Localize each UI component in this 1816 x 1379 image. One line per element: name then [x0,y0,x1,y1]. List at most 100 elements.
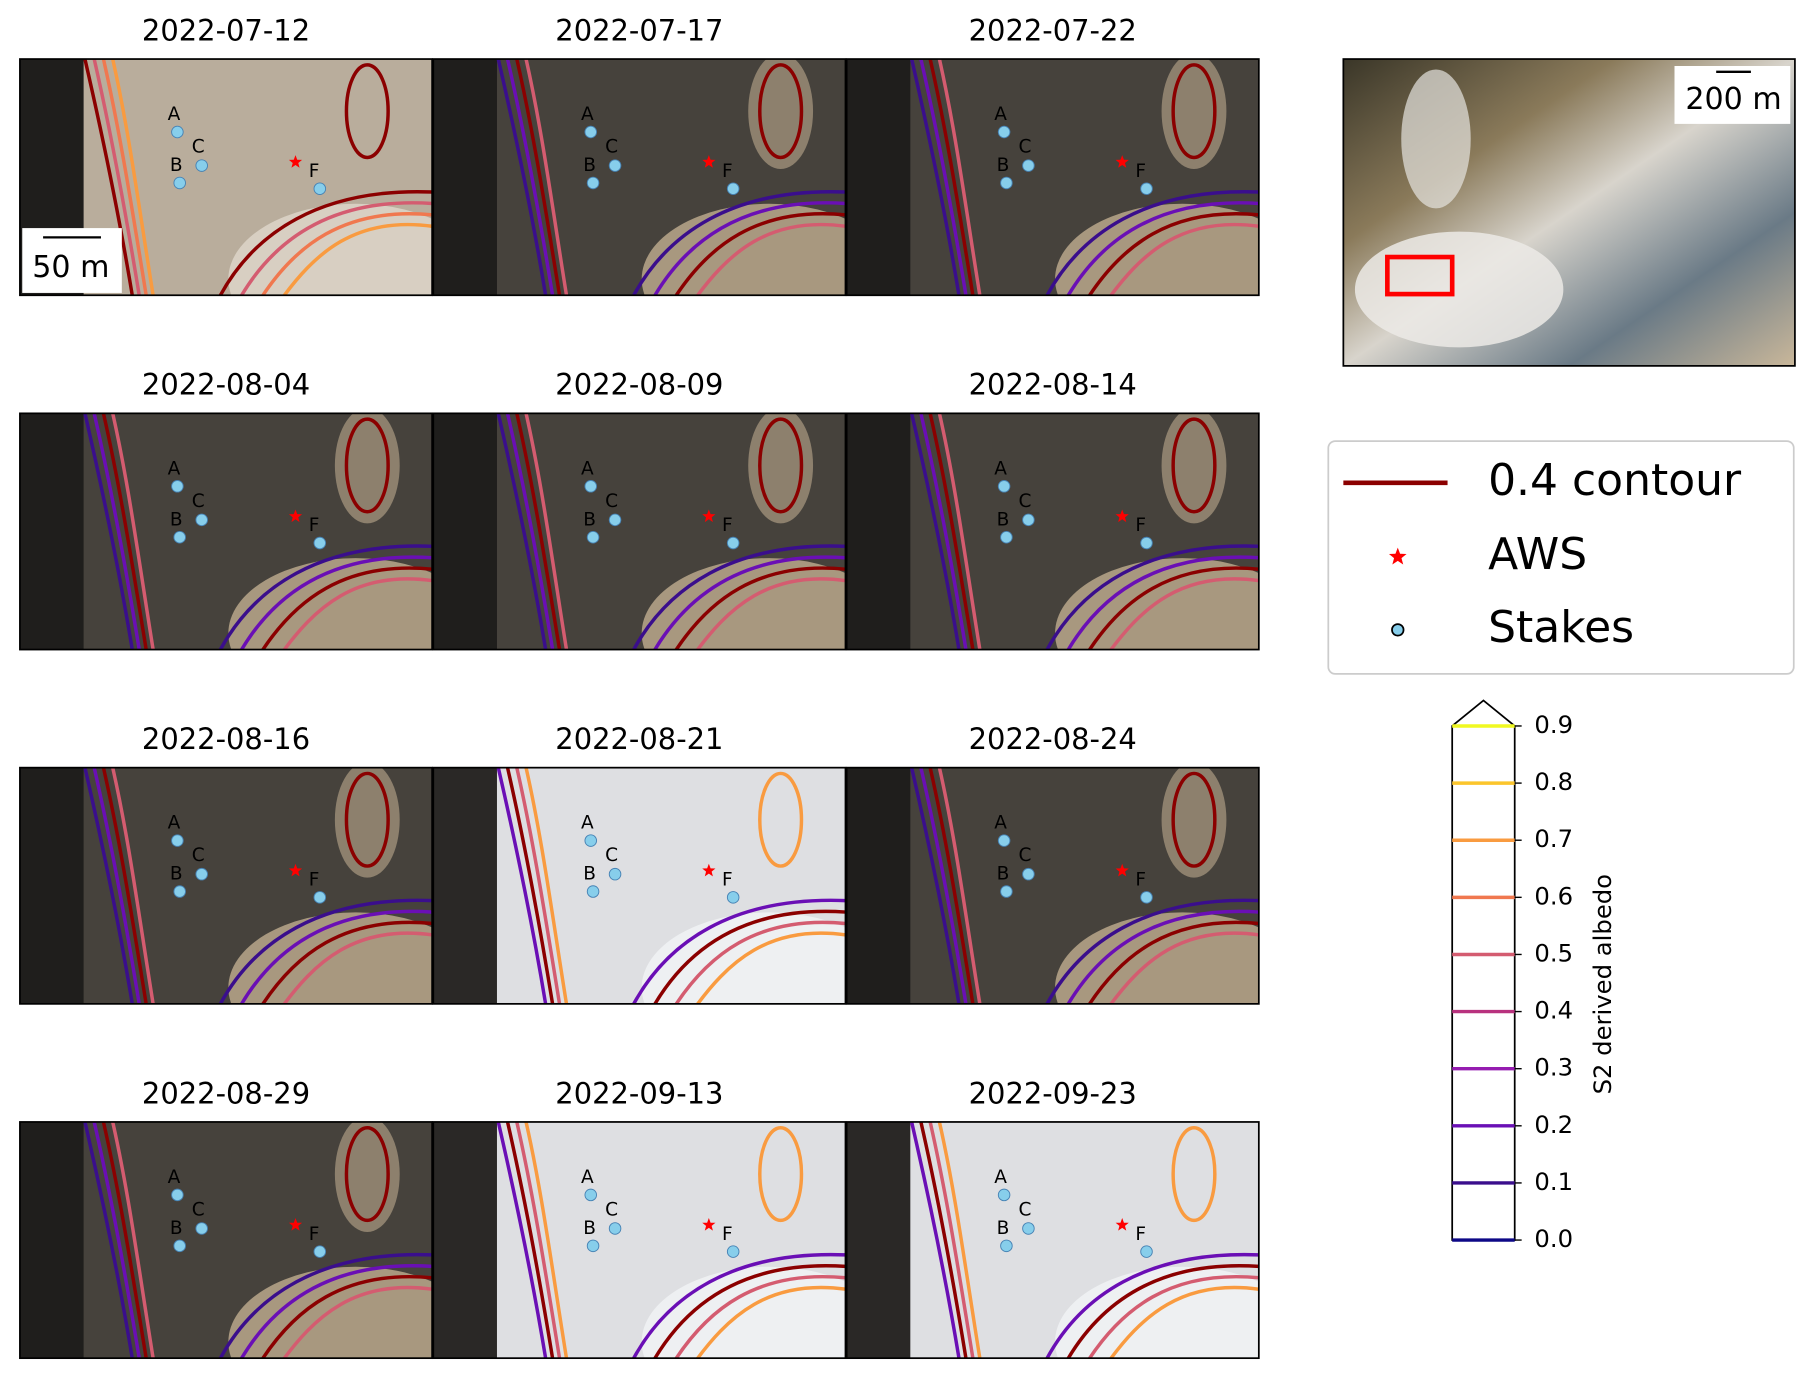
panel-title: 2022-09-13 [555,1076,723,1110]
stake [584,125,598,139]
stake-label: A [994,813,1007,834]
panel-image [846,767,1259,1004]
panel-frame [845,766,1260,1005]
contour [101,413,148,650]
contour [1087,212,1259,296]
dark-band [19,767,84,1004]
stake [586,1239,600,1253]
panel: A BC F [845,58,1260,297]
stake [195,1222,208,1235]
contour [239,555,433,650]
stake-label: C [1018,137,1031,158]
stake-label: C [192,491,205,512]
dark-band [846,1121,911,1359]
stake [173,1239,186,1253]
stake [195,159,208,172]
stake [726,891,740,904]
contour [92,413,141,650]
stake-label: A [168,104,181,125]
stake [1140,182,1153,195]
contour [937,767,982,1004]
panel-frame [845,412,1260,651]
stake-label: B [583,155,596,176]
stake-label: A [168,458,181,479]
contour [653,201,846,296]
contour [515,767,562,1004]
contour [1045,1252,1259,1359]
contour [928,413,975,650]
stake [584,1188,598,1202]
aws-star [1115,155,1129,168]
stake-label: A [168,1167,181,1188]
contour [524,413,569,650]
panel-frame [19,766,433,1005]
contour [631,544,846,650]
contour [674,566,846,650]
panel: A BC F [432,766,847,1005]
contour [1171,771,1217,868]
panel-title: 2022-09-23 [969,1076,1137,1110]
panel-title: 2022-08-09 [555,368,723,402]
stake [195,867,208,881]
panel: A BC F [19,1121,433,1360]
contour [695,1285,846,1359]
contour [674,212,846,296]
contour [937,1121,982,1359]
contour [1045,544,1259,650]
stake [608,159,622,172]
legend: 0.4 contour AWS Stakes [1327,440,1795,675]
contour [515,59,562,296]
contour [1108,1285,1259,1359]
stake-label: C [605,845,618,866]
stake [1000,176,1013,190]
overview: 200 m [1342,58,1796,367]
panel: A BC F [432,412,847,651]
stake [1022,159,1035,172]
contour [909,1121,961,1359]
colorbar-tick-label: 0.6 [1534,881,1573,910]
stake [1140,1245,1153,1258]
panel-image [19,767,433,1004]
contour [92,59,141,296]
contour [1171,63,1217,160]
contour [1171,1126,1217,1223]
stake-label: C [192,1199,205,1220]
legend-label: Stakes [1488,602,1634,653]
contour [282,1285,433,1359]
panel-title: 2022-08-21 [555,722,723,756]
contour [758,771,804,868]
contour [919,1121,968,1359]
dark-band [846,413,911,650]
contour [1066,1264,1259,1359]
contour [92,767,141,1004]
stake-label: C [605,137,618,158]
stake [313,1245,327,1258]
contour [919,413,968,650]
panel-frame [432,766,847,1005]
contour [909,59,961,296]
contour [631,898,846,1004]
contour [282,931,433,1004]
contour [524,1121,569,1359]
stake [171,834,184,847]
contour [695,931,846,1004]
contour [524,767,569,1004]
panel-title: 2022-07-22 [969,13,1137,47]
panel-image [433,59,846,296]
panel-title: 2022-08-24 [969,722,1137,756]
legend-box [1327,440,1795,675]
contour [524,59,569,296]
panel-title: 2022-08-04 [142,368,310,402]
stake [726,182,740,195]
contour [496,1121,548,1359]
bright-patch [334,413,400,524]
scale-box [22,228,122,293]
contour [1108,931,1259,1004]
stake-label: A [994,104,1007,125]
contour [344,771,390,868]
stake [997,125,1011,139]
stake-label: C [1018,845,1031,866]
stake [171,1188,184,1202]
contour [101,1121,148,1359]
contour [1087,920,1259,1004]
